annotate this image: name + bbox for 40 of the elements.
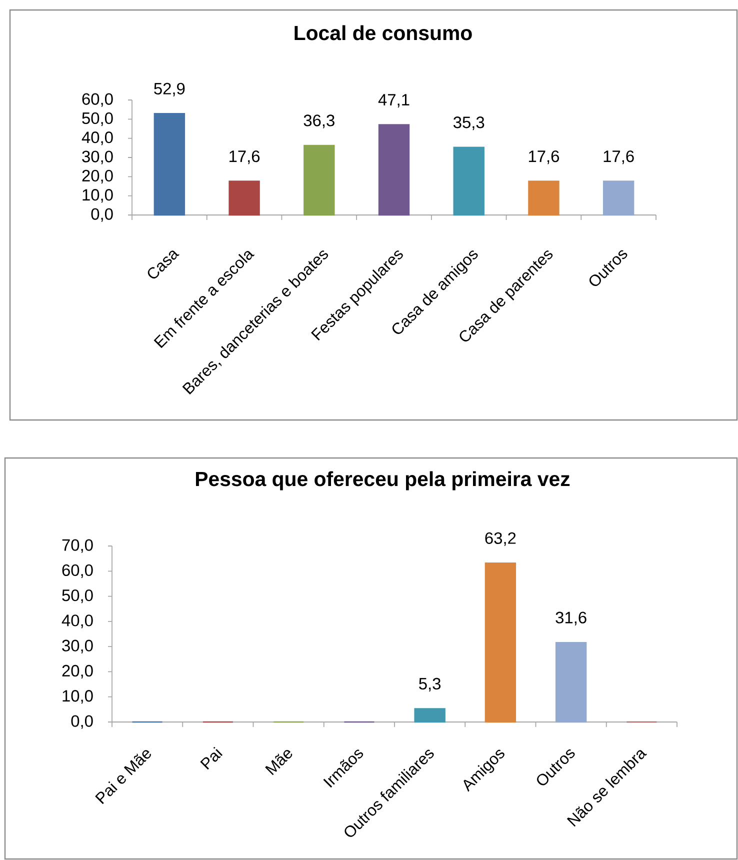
y-tick-label: 50,0: [82, 112, 113, 126]
y-tick-label: 60,0: [82, 93, 113, 107]
data-label: 47,1: [378, 94, 410, 108]
data-label: 17,6: [528, 150, 559, 164]
y-tick-label: 10,0: [62, 690, 93, 704]
data-label: 35,3: [453, 116, 484, 130]
bar: [484, 562, 516, 723]
x-tick-label: Pai e Mãe: [95, 750, 151, 804]
bar: [228, 180, 260, 216]
y-tick-label: 40,0: [82, 132, 113, 146]
bar: [528, 180, 560, 216]
bar: [154, 113, 186, 216]
data-label: 5,3: [419, 678, 441, 692]
bar: [602, 180, 634, 216]
y-tick-label: 0,0: [91, 208, 113, 222]
chart-title: Local de consumo: [294, 25, 472, 40]
bar: [414, 708, 446, 723]
data-label: 52,9: [154, 82, 185, 96]
x-tick-label: Mãe: [265, 750, 292, 776]
bar: [555, 642, 587, 723]
x-tick-label: Pai: [200, 746, 223, 770]
y-tick-label: 20,0: [62, 664, 93, 679]
data-label: 17,6: [604, 150, 634, 164]
y-tick-label: 10,0: [82, 189, 113, 203]
data-label: 31,6: [556, 612, 586, 626]
chart-title: Pessoa que ofereceu pela primeira vez: [196, 471, 570, 490]
y-tick-label: 30,0: [82, 150, 113, 164]
y-tick-label: 40,0: [62, 614, 93, 628]
y-tick-label: 20,0: [82, 170, 113, 184]
bar: [304, 144, 335, 216]
data-label: 63,2: [485, 532, 516, 546]
bar: [453, 146, 484, 216]
y-tick-label: 30,0: [62, 640, 93, 654]
data-label: 36,3: [304, 114, 334, 128]
y-tick-label: 50,0: [62, 589, 93, 604]
y-tick-label: 60,0: [62, 564, 93, 578]
data-label: 17,6: [230, 150, 260, 164]
bar: [378, 124, 410, 216]
y-tick-label: 70,0: [62, 539, 93, 553]
y-tick-label: 0,0: [71, 715, 93, 729]
